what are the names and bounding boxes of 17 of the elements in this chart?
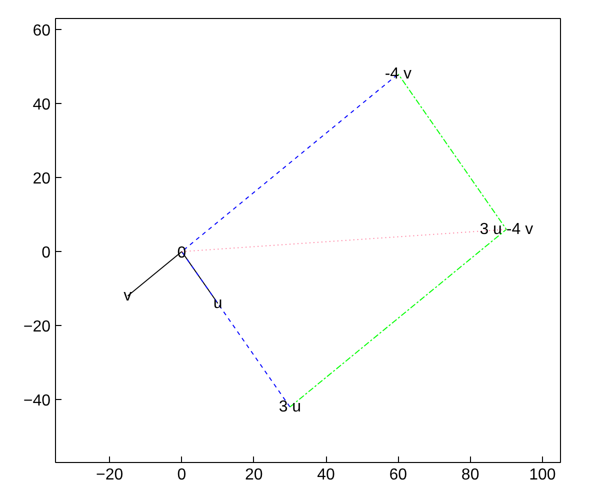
annotation: 3 u -4 v [480,220,534,238]
x-tick-label: 100 [529,466,556,484]
x-tick-label: 80 [461,466,480,484]
y-tick-label: 60 [32,22,51,40]
y-tick-label: 40 [32,96,51,114]
x-tick-label: 20 [244,466,263,484]
annotation: 3 u [278,398,302,416]
y-tick-label: 0 [42,244,51,262]
y-tick-label: −20 [23,318,51,336]
x-tick-label: 0 [177,466,186,484]
y-tick-label: −40 [23,392,51,410]
x-tick-label: 40 [317,466,336,484]
y-tick-label: 20 [32,170,51,188]
annotation: v [124,288,132,304]
annotation: -4 v [384,66,412,82]
x-tick-label: 60 [389,466,408,484]
x-tick-label: −20 [96,466,124,484]
